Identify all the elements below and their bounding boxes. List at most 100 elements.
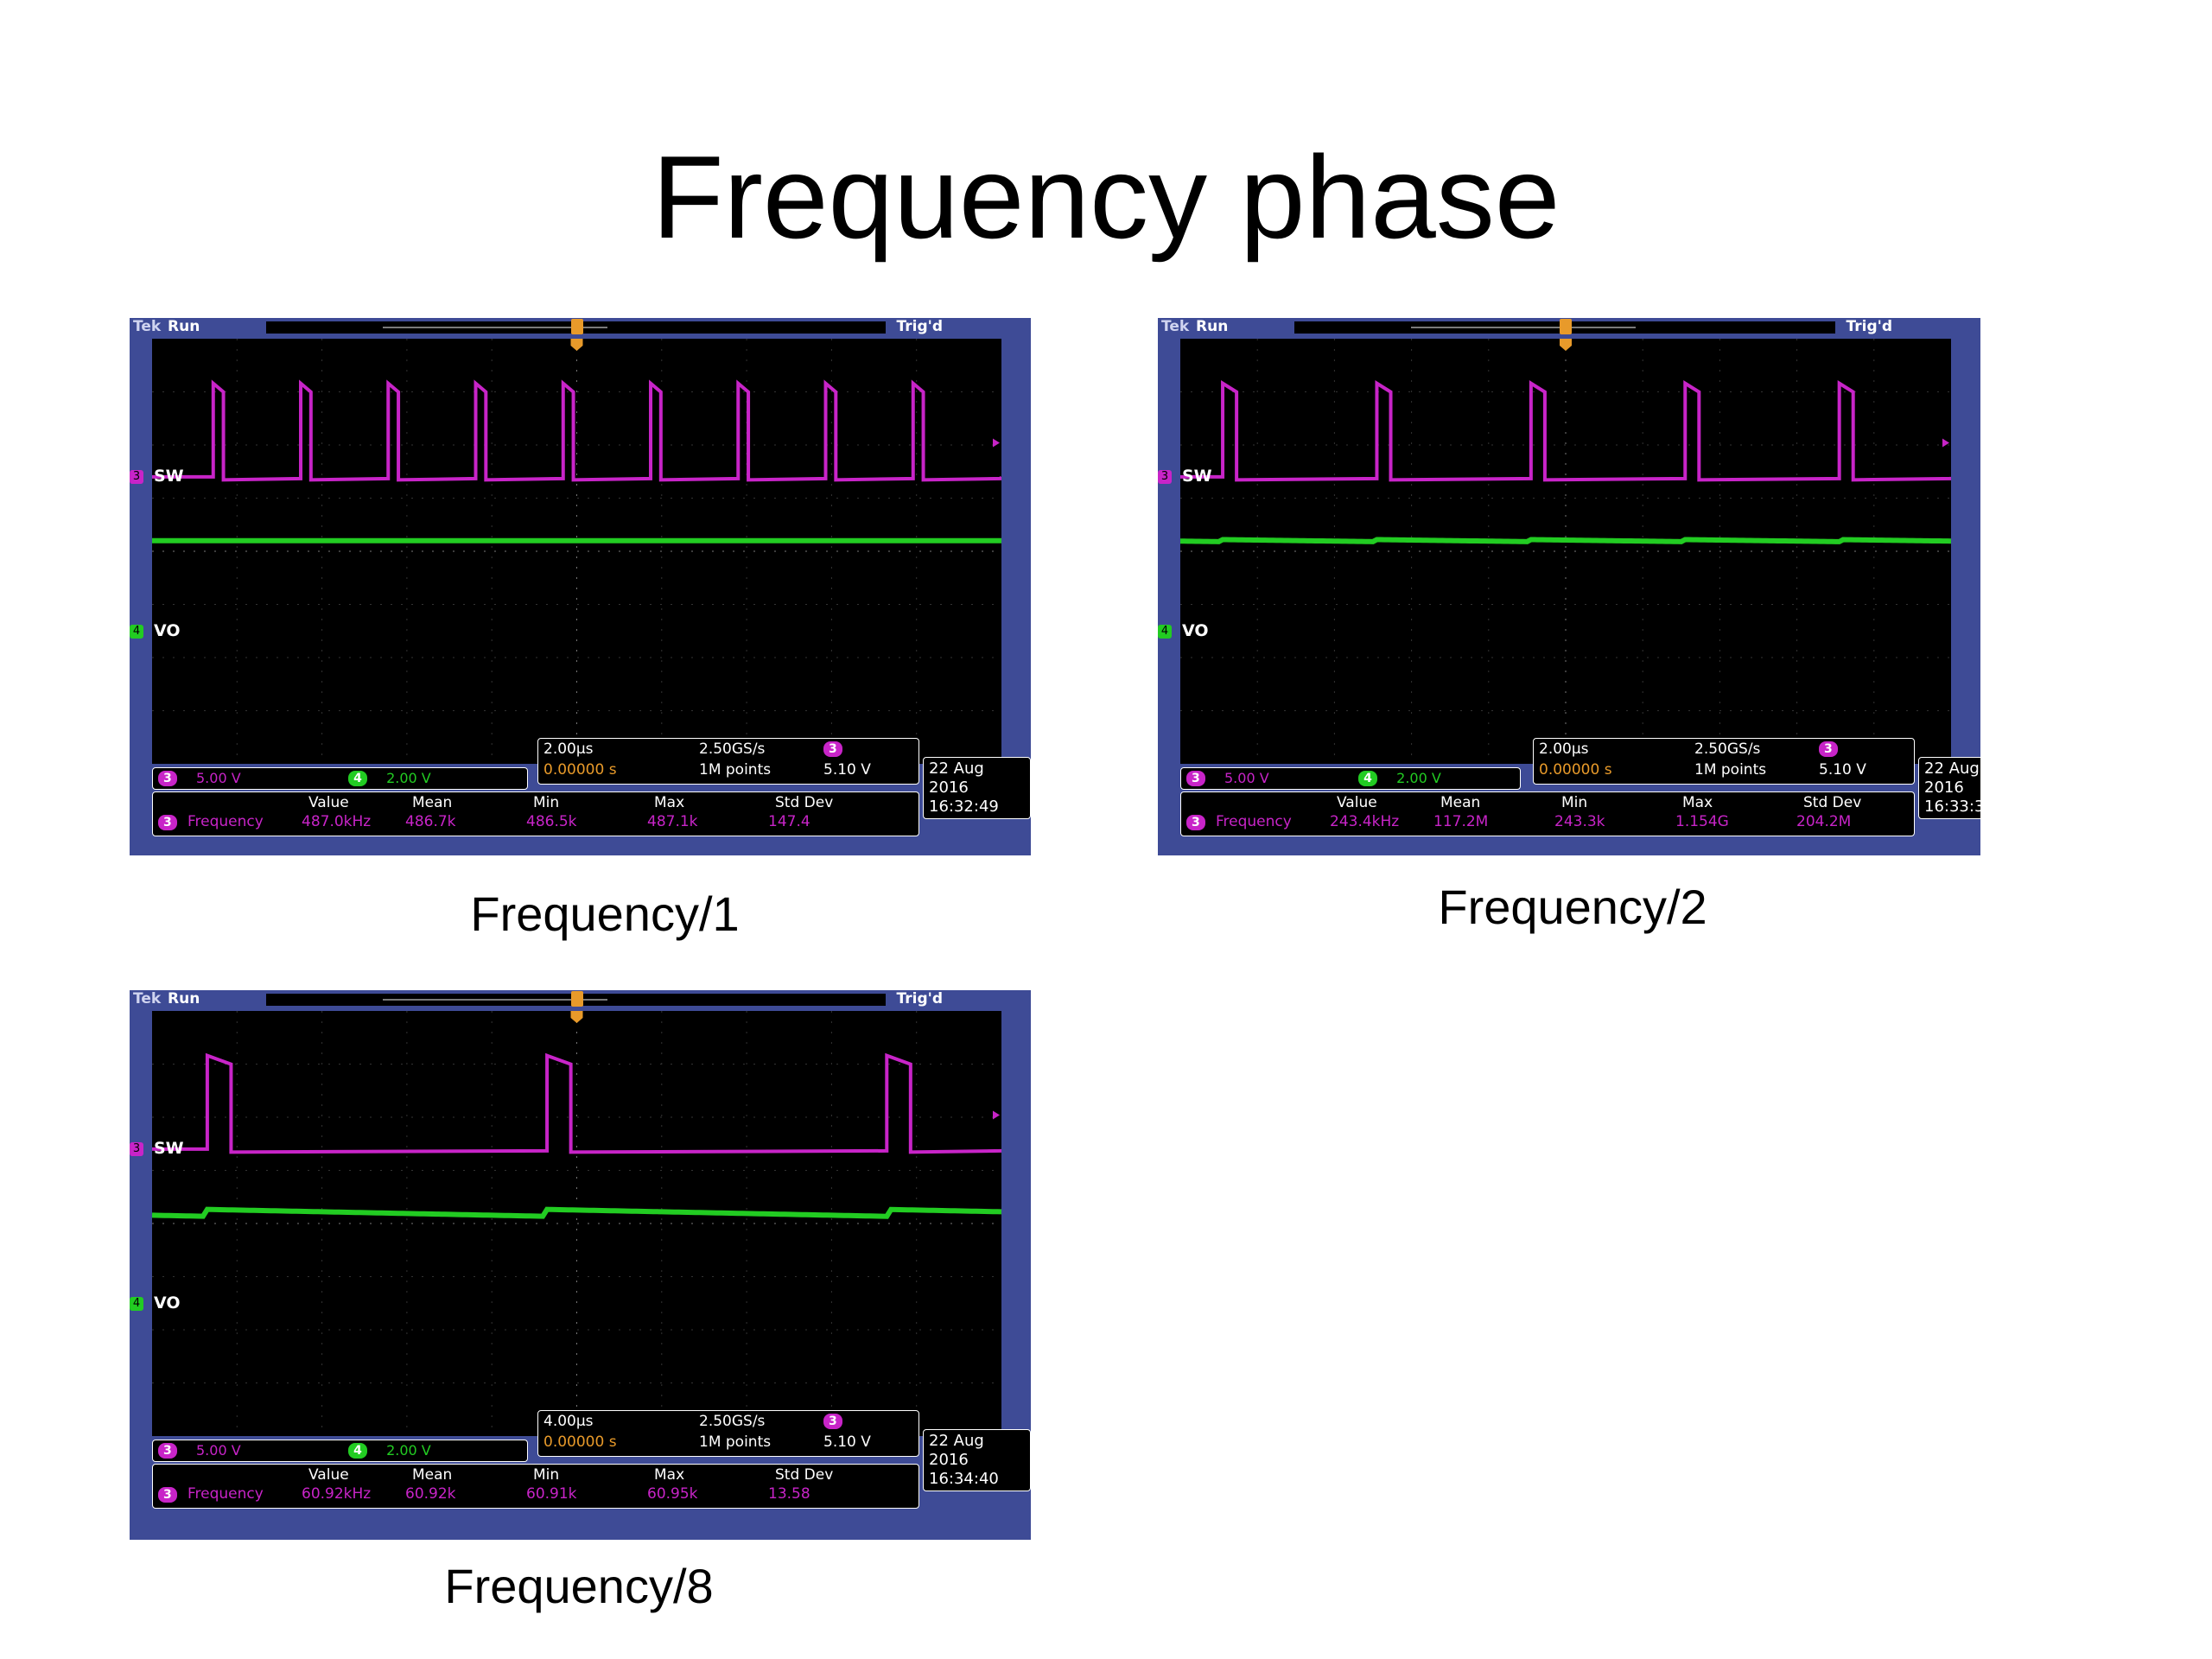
oscilloscope-screenshot-2: Tek Run Trig'd 3 SW 4 VO 3 5.00 V 4 2.00… [1158, 318, 1980, 855]
channel-3-scale: 5.00 V [196, 770, 241, 786]
meas-stddev: 13.58 [768, 1485, 810, 1503]
trigger-status: Trig'd [896, 990, 943, 1007]
meas-header-mean: Mean [412, 794, 453, 811]
meas-header-min: Min [533, 1466, 560, 1484]
meas-header-stddev: Std Dev [1803, 794, 1862, 811]
meas-value: 60.92kHz [302, 1485, 372, 1503]
trigger-position-marker [1560, 319, 1572, 334]
scope-top-bar: Tek Run Trig'd [1158, 318, 1980, 337]
channel-4-scale: 2.00 V [386, 1442, 431, 1459]
record-length: 1M points [699, 1433, 772, 1451]
trigger-marker [570, 339, 583, 351]
record-position-bar [1294, 319, 1835, 334]
run-status: Run [168, 990, 200, 1007]
sample-rate: 2.50GS/s [699, 1413, 766, 1430]
waveform-display [152, 339, 1001, 764]
meas-header-min: Min [1561, 794, 1588, 811]
capture-time: 16:32:49 [929, 798, 999, 816]
date-time-box: 22 Aug 2016 16:32:49 [923, 757, 1031, 819]
timebase: 4.00µs [543, 1413, 594, 1430]
timebase: 2.00µs [1539, 741, 1589, 758]
channel-4-badge: 4 [348, 771, 367, 786]
record-window [1411, 327, 1636, 328]
meas-header-max: Max [654, 1466, 685, 1484]
channel-status-bar: 3 5.00 V 4 2.00 V [152, 1440, 528, 1462]
measurement-table: Value Mean Min Max Std Dev 3 Frequency 2… [1180, 791, 1915, 836]
capture-date: 22 Aug 2016 [929, 1432, 984, 1469]
sw-waveform [152, 379, 1001, 482]
scope-top-bar: Tek Run Trig'd [130, 990, 1031, 1009]
channel-3-badge: 3 [1186, 771, 1205, 786]
meas-header-value: Value [1337, 794, 1377, 811]
trigger-position: 0.00000 s [543, 761, 617, 779]
measurement-table: Value Mean Min Max Std Dev 3 Frequency 4… [152, 791, 919, 836]
meas-min: 60.91k [526, 1485, 577, 1503]
meas-header-value: Value [308, 794, 349, 811]
meas-header-value: Value [308, 1466, 349, 1484]
slide-title: Frequency phase [652, 131, 1560, 263]
meas-mean: 486.7k [405, 813, 456, 830]
meas-stddev: 204.2M [1796, 813, 1852, 830]
capture-time: 16:34:40 [929, 1470, 999, 1488]
trigger-level-marker [993, 1110, 1000, 1120]
trigger-status: Trig'd [896, 318, 943, 335]
panel-caption: Frequency/8 [444, 1559, 714, 1613]
sample-rate: 2.50GS/s [699, 741, 766, 758]
channel-3-badge: 3 [158, 1443, 177, 1459]
capture-date: 22 Aug 2016 [929, 760, 984, 797]
record-window [383, 327, 607, 328]
channel-4-badge: 4 [348, 1443, 367, 1459]
channel-3-marker: 3 [130, 469, 143, 484]
meas-header-max: Max [654, 794, 685, 811]
meas-label: Frequency [188, 813, 264, 830]
channel-3-scale: 5.00 V [1224, 770, 1269, 786]
channel-3-label: SW [154, 466, 184, 486]
channel-3-marker: 3 [1158, 469, 1172, 484]
channel-4-marker: 4 [130, 625, 143, 639]
trigger-position-marker [570, 319, 583, 334]
panel-caption: Frequency/2 [1438, 880, 1707, 934]
vo-waveform [152, 1206, 1001, 1219]
run-status: Run [168, 318, 200, 335]
trigger-level: 5.10 V [823, 761, 871, 779]
meas-label: Frequency [188, 1485, 264, 1503]
meas-header-stddev: Std Dev [775, 794, 834, 811]
waveform-plot [152, 339, 1001, 764]
trigger-position: 0.00000 s [1539, 761, 1612, 779]
channel-4-marker: 4 [130, 1297, 143, 1312]
waveform-display [1180, 339, 1951, 764]
trigger-level-marker [1942, 438, 1949, 448]
trigger-level-marker [993, 438, 1000, 448]
timebase: 2.00µs [543, 741, 594, 758]
trigger-source-badge: 3 [1819, 741, 1838, 757]
meas-header-min: Min [533, 794, 560, 811]
channel-4-marker: 4 [1158, 625, 1172, 639]
horizontal-settings: 2.00µs 2.50GS/s 3 0.00000 s 1M points 5.… [537, 738, 919, 785]
horizontal-settings: 2.00µs 2.50GS/s 3 0.00000 s 1M points 5.… [1533, 738, 1915, 785]
trigger-position: 0.00000 s [543, 1433, 617, 1451]
channel-4-label: VO [154, 1294, 181, 1313]
waveform-display [152, 1011, 1001, 1436]
channel-4-scale: 2.00 V [386, 770, 431, 786]
channel-status-bar: 3 5.00 V 4 2.00 V [1180, 767, 1522, 790]
channel-3-badge: 3 [158, 771, 177, 786]
meas-header-mean: Mean [1440, 794, 1481, 811]
meas-channel-badge: 3 [158, 1487, 177, 1503]
tek-logo: Tek [1161, 318, 1190, 335]
sw-waveform [152, 1052, 1001, 1154]
meas-min: 486.5k [526, 813, 577, 830]
meas-max: 487.1k [647, 813, 698, 830]
tek-logo: Tek [133, 318, 162, 335]
date-time-box: 22 Aug 2016 16:34:40 [923, 1429, 1031, 1491]
oscilloscope-screenshot-3: Tek Run Trig'd 3 SW 4 VO 3 5.00 V 4 2.00… [130, 990, 1031, 1540]
horizontal-settings: 4.00µs 2.50GS/s 3 0.00000 s 1M points 5.… [537, 1410, 919, 1457]
waveform-plot [152, 1011, 1001, 1436]
meas-header-stddev: Std Dev [775, 1466, 834, 1484]
channel-3-marker: 3 [130, 1141, 143, 1156]
meas-value: 487.0kHz [302, 813, 372, 830]
scope-top-bar: Tek Run Trig'd [130, 318, 1031, 337]
panel-caption: Frequency/1 [470, 887, 740, 941]
capture-time: 16:33:35 [1924, 798, 1980, 816]
channel-4-scale: 2.00 V [1396, 770, 1441, 786]
trigger-level: 5.10 V [1819, 761, 1866, 779]
